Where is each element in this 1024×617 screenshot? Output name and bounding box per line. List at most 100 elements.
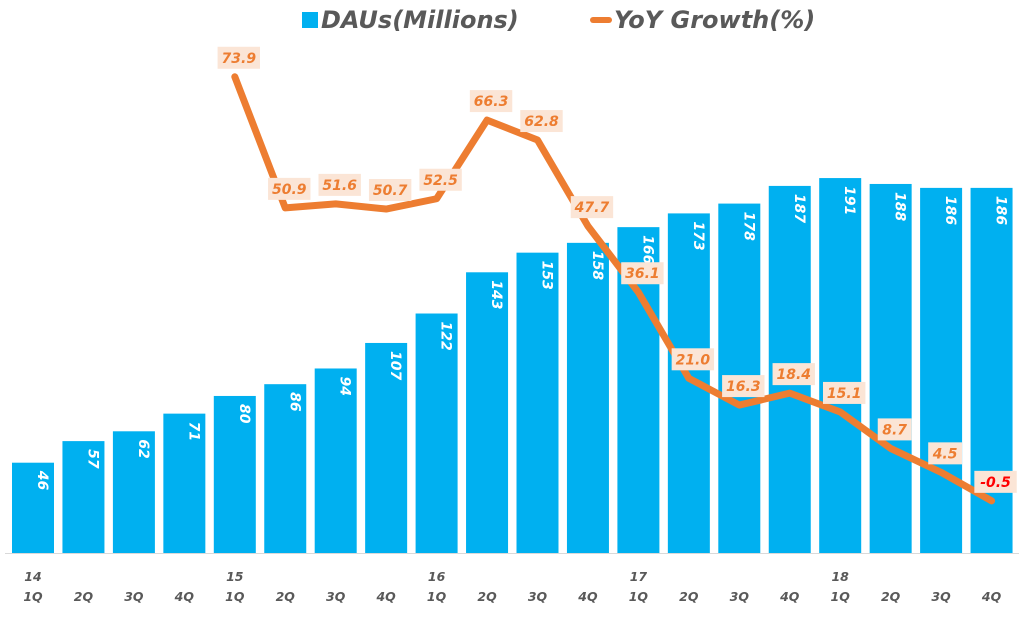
- bar: [415, 313, 458, 553]
- x-tick-label: 4Q: [375, 589, 396, 604]
- bar: [566, 242, 609, 553]
- bar-labels-layer: 46 57 62 71 80 86 94 107 122 143 153 158 166 173 178 18…: [34, 186, 1009, 490]
- line-label-box: [928, 442, 962, 465]
- line-label-box: [368, 179, 412, 202]
- x-tick-label: 4Q: [174, 589, 195, 604]
- x-tick-label: 3Q: [528, 589, 548, 604]
- bar-value-label: 188: [892, 192, 908, 221]
- x-tick-label: 3Q: [124, 589, 144, 604]
- x-tick-label: 2Q: [477, 589, 497, 604]
- line-value-label: 52.5: [423, 173, 458, 189]
- line-layer: [231, 73, 996, 505]
- legend: DAUs(Millions) YoY Growth(%): [0, 6, 1024, 40]
- bar: [365, 342, 408, 553]
- line-label-box: [722, 375, 765, 398]
- bar-value-label: 57: [84, 449, 100, 469]
- line-value-label: 50.7: [373, 183, 408, 199]
- bar-value-label: 46: [34, 470, 50, 491]
- bar: [314, 368, 357, 553]
- x-tick-label: 2Q: [881, 589, 901, 604]
- x-tick-label: 4Q: [981, 589, 1002, 604]
- bar: [112, 431, 155, 553]
- bar-value-label: 107: [387, 351, 403, 380]
- line-value-label: 15.1: [827, 386, 862, 402]
- bar-value-label: 186: [942, 196, 958, 225]
- line-value-label: 62.8: [524, 114, 559, 130]
- bar-value-label: 80: [236, 404, 252, 424]
- legend-bar-swatch: [302, 12, 318, 28]
- x-tick-label: 3Q: [931, 589, 951, 604]
- line-value-label: 66.3: [474, 94, 509, 110]
- bar-value-label: 191: [841, 186, 857, 215]
- x-tick-label: 3Q: [730, 589, 750, 604]
- x-tick-year-label: 17: [630, 569, 648, 584]
- bar: [12, 462, 54, 553]
- line-value-label: 21.0: [676, 352, 711, 368]
- bar-value-label: 153: [539, 261, 555, 290]
- bar: [516, 252, 559, 553]
- x-tick-year-label: 18: [831, 569, 849, 584]
- line-label-box: [570, 196, 614, 219]
- line-value-label: 18.4: [776, 367, 811, 383]
- line-value-label: -0.5: [980, 475, 1011, 491]
- bar-value-label: 166: [639, 235, 655, 264]
- bar-value-label: 186: [993, 196, 1009, 225]
- bar-value-label: 178: [740, 212, 756, 241]
- bar-value-label: 173: [690, 221, 706, 250]
- bar-value-label: 62: [135, 439, 151, 458]
- line-label-box: [268, 177, 311, 200]
- legend-label-daus: DAUs(Millions): [321, 6, 519, 34]
- x-tick-label: 1Q: [427, 589, 447, 604]
- x-tick-year-label: 14: [24, 569, 41, 584]
- line-value-label: 36.1: [625, 266, 660, 282]
- x-tick-label: 1Q: [23, 589, 43, 604]
- line-value-label: 50.9: [272, 182, 307, 198]
- line-label-box: [621, 262, 664, 285]
- line-label-box: [318, 173, 361, 196]
- x-tick-label: 4Q: [779, 589, 800, 604]
- x-tick-label: 3Q: [326, 589, 346, 604]
- line-label-box: [419, 168, 462, 191]
- line-label-box: [217, 46, 260, 69]
- line-label-box: [823, 381, 866, 404]
- x-tick-label: 4Q: [577, 589, 598, 604]
- bar-value-label: 86: [286, 392, 302, 412]
- x-tick-year-label: 16: [428, 569, 446, 584]
- bar: [163, 413, 206, 553]
- line-label-box: [877, 418, 912, 441]
- bar-value-label: 187: [791, 194, 807, 223]
- x-tick-label: 1Q: [831, 589, 851, 604]
- line-value-label: 4.5: [932, 446, 958, 462]
- line-value-label: 8.7: [882, 422, 907, 438]
- x-tick-year-label: 15: [226, 569, 244, 584]
- bar-value-label: 158: [589, 251, 605, 280]
- line-label-box: [469, 90, 513, 113]
- bar: [819, 178, 862, 553]
- legend-item-yoy: YoY Growth(%): [590, 6, 815, 34]
- line-value-label: 73.9: [222, 51, 257, 67]
- line-label-box: [974, 470, 1017, 493]
- x-tick-label: 1Q: [629, 589, 649, 604]
- bar-value-label: 71: [185, 422, 201, 441]
- x-tick-label: 2Q: [276, 589, 296, 604]
- bar: [264, 384, 307, 553]
- legend-label-yoy: YoY Growth(%): [614, 6, 816, 34]
- line-value-label: 16.3: [726, 379, 761, 395]
- bar-value-label: 94: [337, 376, 353, 395]
- line-label-box: [671, 348, 715, 371]
- legend-item-daus: DAUs(Millions): [302, 6, 519, 34]
- x-axis-ticks: 1Q 14 2Q 3Q 4Q 1Q 15 2Q 3Q 4Q 1Q 16 2Q 3Q 4Q 1Q 17 2Q 3Q 4Q…: [23, 569, 1001, 604]
- line-label-box: [520, 110, 563, 133]
- bars-layer: [5, 178, 1019, 554]
- yoy-growth-line: [231, 73, 996, 505]
- x-tick-label: 2Q: [679, 589, 699, 604]
- legend-line-swatch: [590, 17, 612, 23]
- line-value-label: 47.7: [574, 200, 610, 216]
- bar: [920, 187, 963, 553]
- bar-value-label: 122: [438, 322, 454, 351]
- bar: [62, 441, 105, 553]
- bar: [466, 272, 509, 553]
- line-value-label: 51.6: [322, 178, 357, 194]
- line-labels-layer: 73.9 50.9 51.6 50.7 52.5 66.3 62.8 47.7 36.1 21.0…: [217, 46, 1017, 493]
